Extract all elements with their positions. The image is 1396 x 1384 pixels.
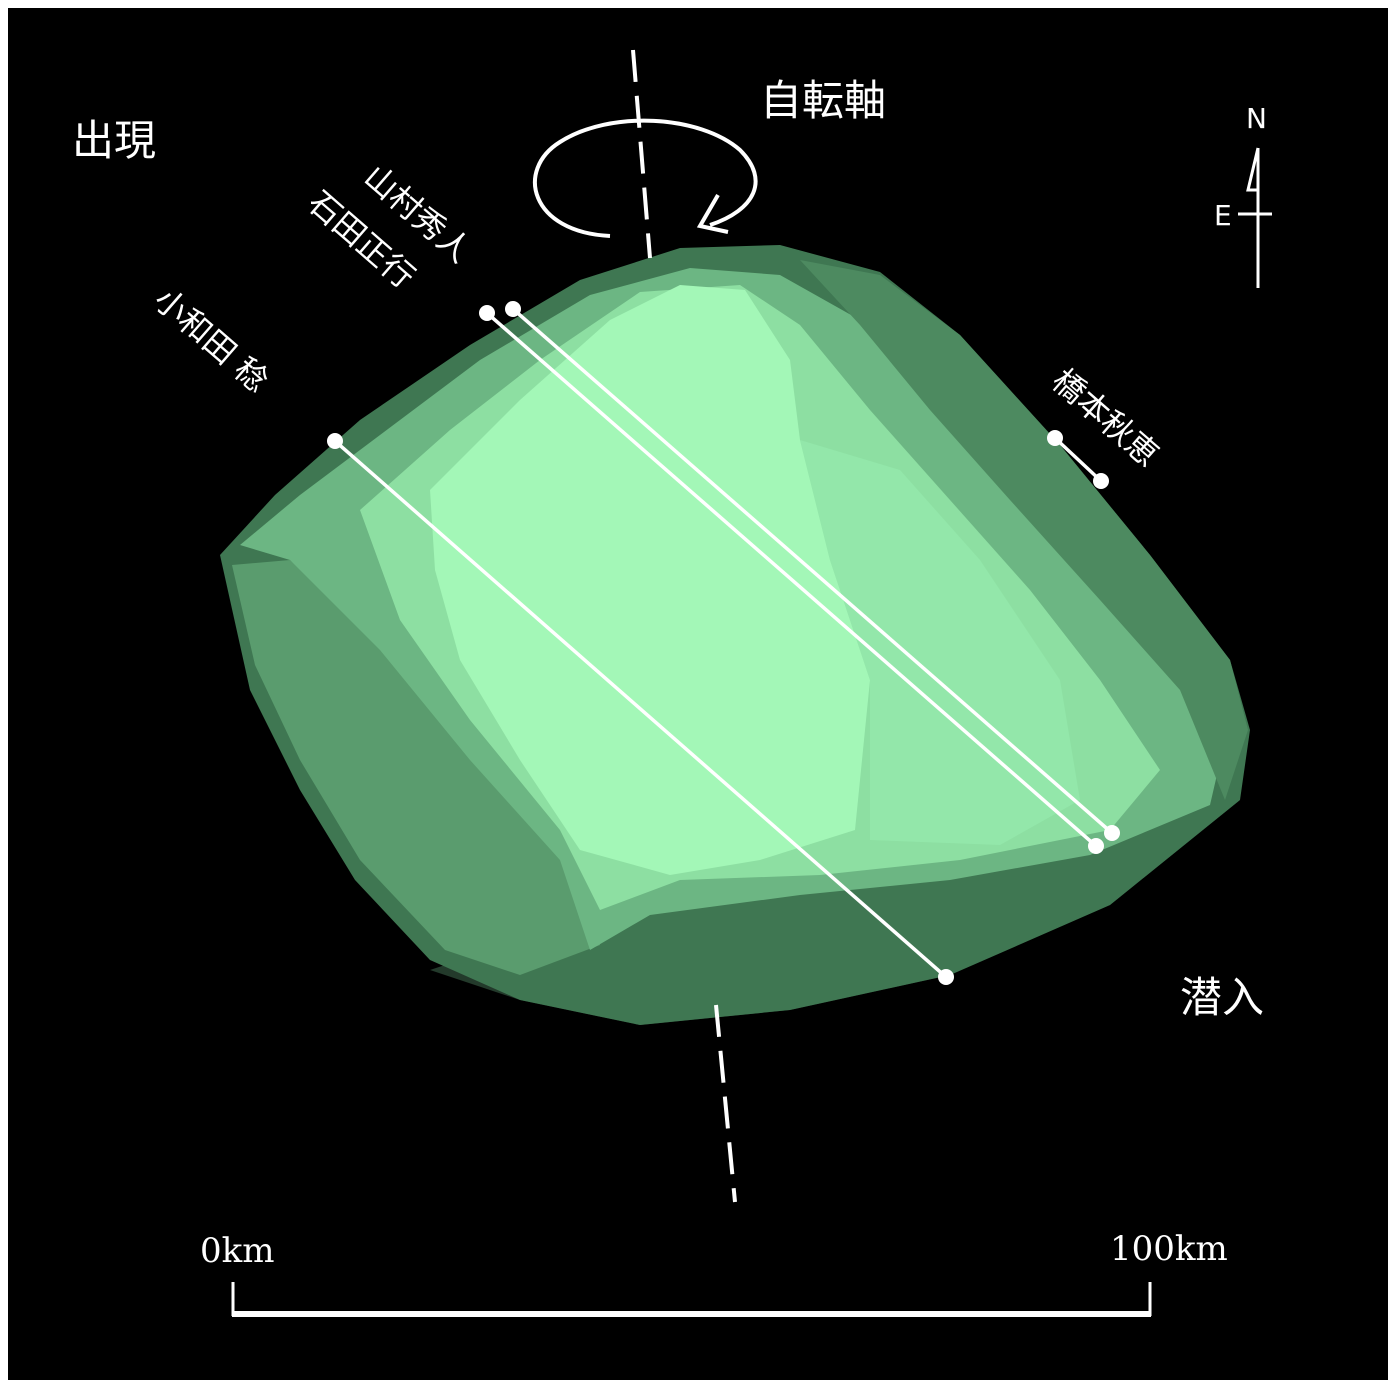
observation-chords <box>327 301 1120 985</box>
compass-east-label: E <box>1214 199 1232 232</box>
scale-bar-end-label: 100km <box>1110 1229 1228 1269</box>
rotation-axis-upper <box>631 49 652 259</box>
compass-north-arrow <box>1246 147 1260 192</box>
rotation-arrow <box>533 118 758 238</box>
scale-bar-start-label: 0km <box>200 1231 274 1271</box>
asteroid-face-dark-right <box>800 260 1248 800</box>
rotation-axis-lower <box>714 1004 737 1203</box>
chord-line <box>511 307 1114 835</box>
asteroid-face-dark-left <box>232 560 600 975</box>
compass: N E <box>1214 102 1272 288</box>
scale-bar: 0km 100km <box>200 1229 1228 1317</box>
rotation-axis <box>533 49 758 1203</box>
chord-yamamura <box>505 301 1120 841</box>
chord-ishida <box>479 305 1104 854</box>
chord-end-dot <box>1104 825 1120 841</box>
chord-start-dot <box>479 305 495 321</box>
chord-hashimoto <box>1047 430 1109 489</box>
chord-owada <box>327 433 954 985</box>
label-appear: 出現 <box>72 116 156 165</box>
label-disappear: 潜入 <box>1180 973 1264 1022</box>
chord-line <box>333 439 948 979</box>
asteroid-face-bright <box>430 285 870 875</box>
chord-start-dot <box>327 433 343 449</box>
chord-start-dot <box>1047 430 1063 446</box>
chord-end-dot <box>1093 473 1109 489</box>
label-rotation-axis: 自転軸 <box>760 76 886 125</box>
chord-end-dot <box>938 969 954 985</box>
chord-start-dot <box>505 301 521 317</box>
compass-north-label: N <box>1246 102 1267 135</box>
chord-end-dot <box>1088 838 1104 854</box>
asteroid-shape <box>220 245 1250 1025</box>
chord-line <box>1053 436 1103 483</box>
chord-line <box>485 311 1098 848</box>
rotation-arrowhead <box>696 193 729 234</box>
